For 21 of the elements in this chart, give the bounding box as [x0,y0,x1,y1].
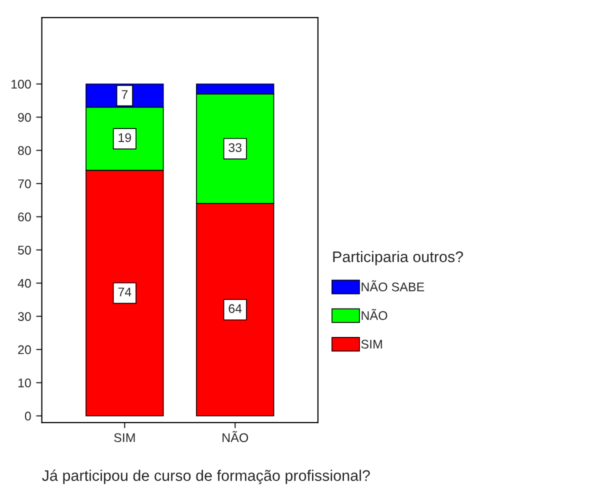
data-label: 64 [228,304,242,314]
data-label: 19 [118,133,132,142]
y-tick-label: 30 [18,312,31,321]
legend-label: NÃO SABE [362,280,424,292]
y-tick-label: 20 [18,345,31,354]
y-tick-label: 70 [18,179,31,188]
y-tick-label: 100 [12,80,31,89]
y-tick-label: 10 [18,378,31,388]
y-tick-label: 80 [18,146,31,156]
x-axis-title: Já participou de curso de formação profissional? [42,470,370,484]
y-tick-label: 40 [18,278,31,288]
data-label: 7 [122,90,128,99]
y-tick-label: 0 [24,412,31,421]
y-tick-label: 90 [18,112,31,122]
data-label: 33 [228,143,242,152]
legend-label: SIM [361,340,382,349]
legend-label: NÃO [362,308,388,320]
data-label: 74 [118,288,132,296]
y-tick-label: 50 [18,246,31,255]
y-tick-label: 60 [18,212,31,222]
legend-title: Participaria outros? [333,250,464,266]
